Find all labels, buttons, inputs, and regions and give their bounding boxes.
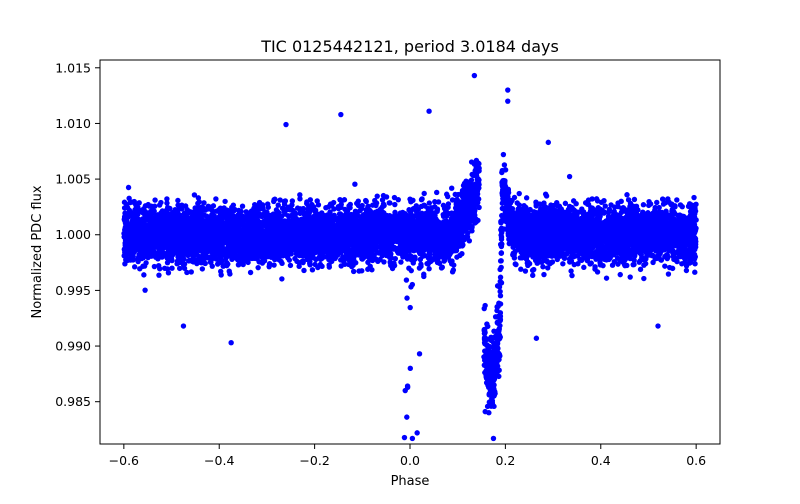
data-point — [513, 261, 519, 268]
data-point — [218, 268, 224, 275]
data-point — [617, 271, 623, 278]
data-point — [213, 196, 219, 202]
data-point — [175, 197, 181, 204]
data-point — [240, 261, 246, 268]
data-point — [531, 266, 537, 273]
data-point — [199, 266, 206, 272]
data-point — [454, 254, 460, 260]
data-point — [540, 264, 546, 270]
data-point — [307, 258, 313, 265]
data-point — [693, 201, 699, 207]
data-point — [581, 264, 587, 271]
data-point — [294, 205, 301, 211]
data-point — [169, 265, 175, 271]
data-point — [282, 198, 289, 204]
data-point — [486, 410, 492, 416]
data-point — [445, 193, 451, 200]
data-point — [222, 198, 228, 205]
data-point — [289, 198, 296, 204]
data-point — [142, 287, 148, 293]
data-point — [126, 195, 132, 201]
data-point — [627, 274, 633, 280]
data-point — [392, 201, 398, 208]
data-point — [255, 264, 261, 271]
data-point — [662, 263, 668, 269]
data-point — [279, 276, 285, 282]
data-point — [516, 190, 522, 197]
data-point — [292, 255, 298, 262]
data-point — [238, 208, 244, 214]
data-point — [387, 200, 393, 206]
data-point — [522, 268, 529, 274]
data-point — [326, 264, 333, 270]
data-point — [297, 196, 303, 202]
chart-title: TIC 0125442121, period 3.0184 days — [260, 37, 559, 56]
data-point — [164, 259, 171, 266]
data-point — [141, 272, 147, 278]
data-point — [247, 269, 254, 276]
data-point — [654, 199, 660, 206]
data-point — [407, 365, 413, 372]
data-point — [569, 272, 575, 279]
data-point — [449, 185, 455, 191]
data-point — [188, 269, 194, 275]
data-point — [191, 192, 198, 198]
data-point — [249, 255, 255, 262]
data-point — [379, 197, 386, 203]
data-point — [309, 267, 316, 273]
data-point — [445, 201, 452, 207]
data-point — [434, 206, 441, 213]
data-point — [497, 288, 503, 295]
data-point — [568, 268, 574, 274]
data-point — [665, 271, 672, 277]
data-point — [301, 267, 307, 274]
data-point — [545, 265, 551, 271]
data-point — [297, 192, 303, 198]
data-point — [614, 255, 621, 261]
data-point — [573, 201, 579, 207]
data-point — [408, 284, 414, 290]
data-point — [602, 203, 608, 209]
data-point — [365, 259, 371, 265]
data-point — [352, 181, 358, 187]
data-point — [418, 261, 424, 267]
data-points — [121, 72, 699, 442]
data-point — [235, 262, 242, 268]
data-point — [403, 277, 410, 283]
data-point — [631, 196, 638, 203]
data-point — [181, 210, 188, 216]
data-point — [523, 195, 530, 201]
data-point — [176, 265, 183, 272]
data-point — [588, 260, 594, 266]
data-point — [156, 202, 163, 208]
data-point — [279, 260, 285, 267]
data-point — [641, 275, 647, 282]
data-point — [637, 266, 644, 273]
data-point — [481, 305, 487, 312]
data-point — [683, 267, 690, 274]
data-point — [155, 262, 162, 269]
data-point — [497, 258, 504, 264]
data-point — [350, 268, 357, 275]
data-point — [287, 262, 294, 269]
data-point — [156, 272, 162, 278]
data-point — [363, 198, 369, 205]
data-point — [575, 261, 581, 267]
data-point — [652, 204, 658, 211]
data-point — [426, 200, 433, 206]
data-point — [151, 263, 158, 270]
data-point — [692, 261, 698, 267]
data-point — [174, 261, 180, 267]
data-point — [164, 196, 170, 202]
